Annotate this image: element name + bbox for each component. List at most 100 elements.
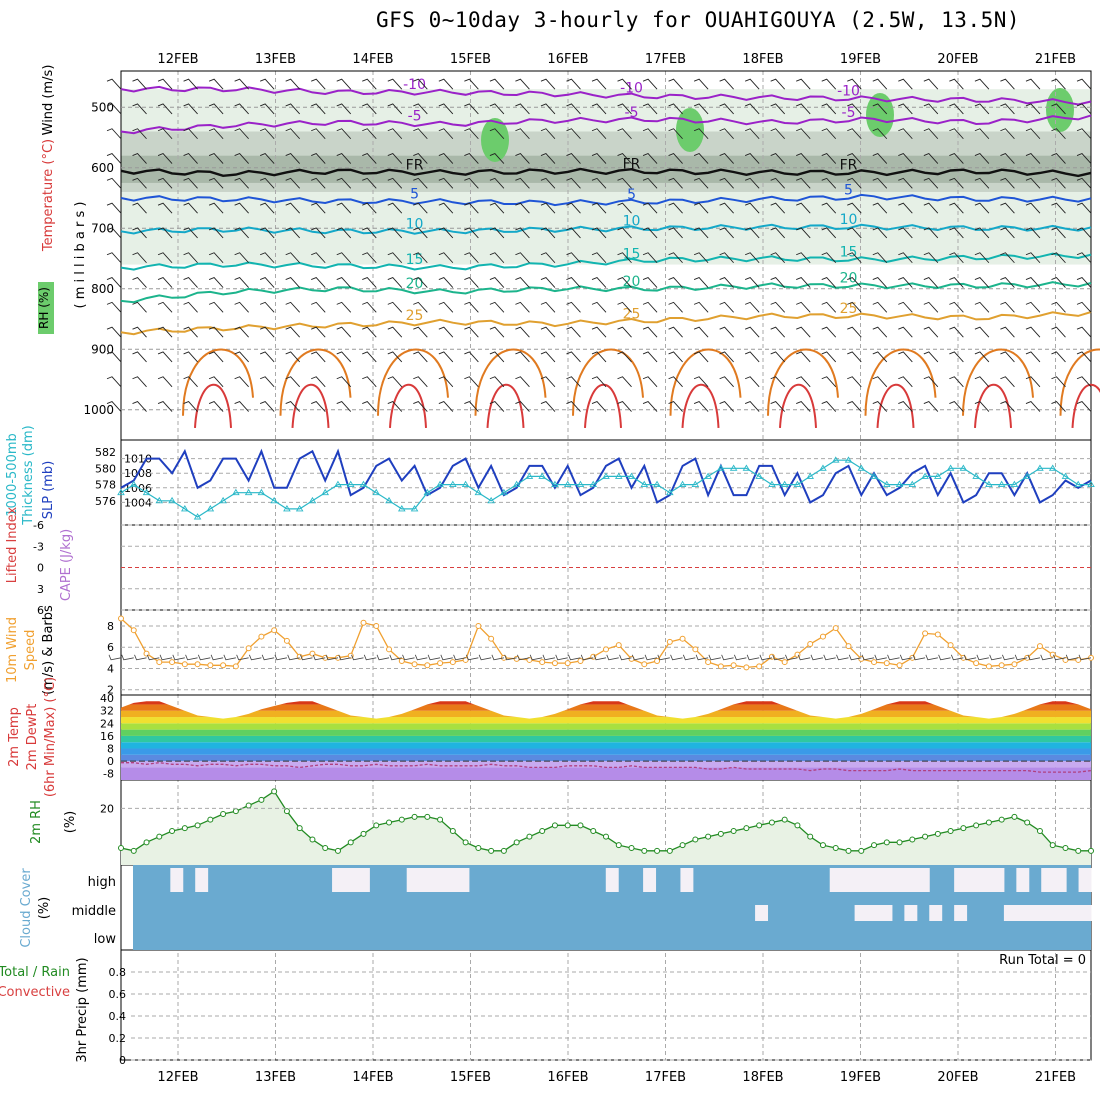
isotherm-5 [120, 193, 1092, 207]
isotherm-35-bubble [1071, 383, 1100, 428]
wind-barb [464, 376, 479, 388]
wind-barb-10m [619, 654, 632, 661]
wind-barb [311, 252, 326, 264]
wind-barb [464, 128, 479, 140]
thickness-point [397, 505, 406, 512]
rh-point [692, 836, 699, 843]
temperature-tick-label: 40 [100, 692, 114, 705]
isotherm-30-bubble [572, 348, 644, 416]
wind-barb [515, 277, 530, 288]
wind-barb [668, 78, 683, 90]
cloud-high-label: high [88, 875, 116, 890]
cloud-gap-middle [1028, 905, 1042, 921]
wind-barb [515, 326, 530, 338]
date-label-top: 15FEB [450, 52, 491, 67]
wind-barb [770, 177, 786, 189]
wind-barb-10m [989, 654, 1002, 661]
wind-barb [387, 277, 403, 288]
thickness-tick-label: 582 [95, 446, 116, 459]
wind-barb [719, 103, 734, 115]
slp-axis-label: SLP (mb) [41, 461, 56, 520]
wind-barb-10m [1053, 654, 1066, 661]
wind-barb [259, 376, 275, 388]
isotherm-label: 15 [406, 252, 424, 268]
wind-barb [821, 227, 837, 239]
wind-barb [617, 78, 632, 90]
rh2m-label: 2m RH [29, 800, 44, 844]
wind-barb [821, 277, 837, 288]
wind-barb [157, 153, 173, 164]
wind-barb [157, 252, 173, 264]
wind-speed-point [130, 627, 137, 634]
isotherm-35-bubble [389, 383, 427, 428]
wind-barb [132, 301, 147, 313]
wind-speed-tick-label: 6 [107, 641, 114, 654]
rh-point [794, 822, 801, 829]
wind-barb [668, 202, 683, 214]
wind-barb [821, 202, 837, 214]
wind-barb [387, 153, 403, 164]
wind-barb [336, 177, 352, 189]
run-total-label: Run Total = 0 [999, 953, 1086, 968]
wind-barb [617, 326, 632, 338]
wind-barb [796, 227, 811, 239]
wind-barb [515, 227, 530, 239]
temp2m-label-3: (6hr Min/Max) (°C) [43, 677, 58, 797]
wind-barb [1000, 277, 1015, 288]
wind-barb [821, 326, 837, 338]
wind-barb [898, 401, 913, 412]
wind-barb [1000, 78, 1015, 90]
wind-speed-point [832, 625, 839, 632]
wind-barb [796, 202, 811, 214]
wind-barb-10m [593, 654, 607, 661]
wind-speed-point [207, 662, 214, 669]
rh-point [347, 839, 354, 846]
wind-barb [668, 103, 683, 115]
wind-barb [796, 153, 811, 164]
wind-barb [770, 351, 786, 363]
wind-barb-10m [236, 654, 249, 661]
wind-barb [489, 252, 505, 264]
wind-barb [311, 277, 326, 288]
wind-barb [1000, 128, 1015, 140]
wind-barb [668, 252, 683, 264]
wind-barb [515, 128, 530, 140]
wind-barb [949, 401, 964, 412]
wind-barb [949, 78, 964, 90]
wind-barb [438, 103, 454, 115]
thickness-line [120, 459, 1091, 518]
wind-barb [540, 128, 556, 140]
wind-barb-10m [312, 654, 326, 661]
cloud-gap-middle [1041, 905, 1055, 921]
isotherm-label: FR [623, 156, 641, 172]
wind-speed-point [883, 660, 890, 667]
isotherm-15 [120, 252, 1092, 271]
wind-barb [336, 401, 352, 412]
wind-barb [847, 376, 862, 388]
wind-barb [387, 401, 403, 412]
wind-barb [847, 227, 862, 239]
wind-barb [540, 401, 556, 412]
thickness-point [449, 480, 457, 488]
thickness-point [755, 472, 763, 479]
wind-speed-point [194, 661, 201, 668]
wind-barb [259, 153, 275, 164]
thickness-point [985, 480, 993, 488]
wind-barb [132, 153, 147, 164]
thickness-point [819, 464, 827, 471]
rh-point [871, 842, 878, 849]
wind-barb [566, 227, 581, 239]
wind-barb [515, 351, 530, 363]
rh-point [896, 839, 903, 846]
wind-barb [234, 78, 249, 90]
wind-barb [693, 401, 709, 412]
wind-barb [132, 227, 147, 239]
cloud-gap-high [431, 868, 445, 892]
cloud-gap-middle [879, 905, 893, 921]
cloud-gap-middle [1066, 905, 1080, 921]
wind-barb [438, 202, 454, 214]
wind-speed-point [232, 663, 239, 670]
thickness-point [576, 480, 585, 488]
wind-barb [847, 202, 862, 214]
wind-barb [183, 301, 198, 313]
